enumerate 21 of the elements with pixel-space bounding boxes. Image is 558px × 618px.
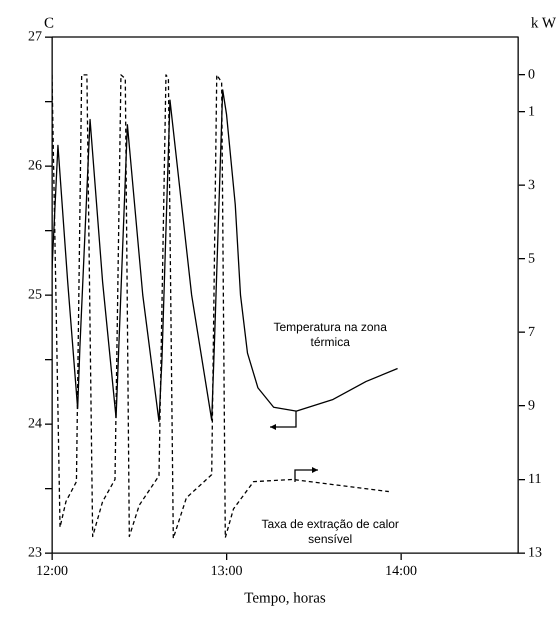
y-tick-label: 24 bbox=[28, 416, 42, 432]
y-tick-label: 25 bbox=[28, 288, 42, 303]
y2-axis-title: k W bbox=[530, 15, 557, 32]
y2-tick-label: 5 bbox=[528, 251, 535, 266]
y2-tick-label: 13 bbox=[528, 546, 542, 561]
x-axis-title: Tempo, horas bbox=[244, 590, 326, 606]
y2-tick-label: 9 bbox=[528, 398, 535, 414]
y2-tick-label: 7 bbox=[528, 325, 535, 340]
y-axis-title: C bbox=[44, 15, 54, 32]
y-tick-label: 26 bbox=[28, 158, 42, 174]
x-tick-label: 12:00 bbox=[36, 564, 68, 580]
y-tick-label: 23 bbox=[28, 546, 42, 561]
x-tick-label: 13:00 bbox=[210, 564, 242, 580]
annotation: Taxa de extração de calor sensível bbox=[261, 517, 399, 546]
annotation: Temperatura na zona térmica bbox=[274, 320, 388, 350]
y2-tick-label: 3 bbox=[528, 178, 535, 193]
x-tick-label: 14:00 bbox=[385, 564, 418, 580]
y2-tick-label: 1 bbox=[528, 104, 535, 120]
y-tick-label: 27 bbox=[28, 30, 42, 45]
y2-tick-label: 11 bbox=[528, 472, 542, 488]
y2-tick-label: 0 bbox=[528, 68, 535, 83]
